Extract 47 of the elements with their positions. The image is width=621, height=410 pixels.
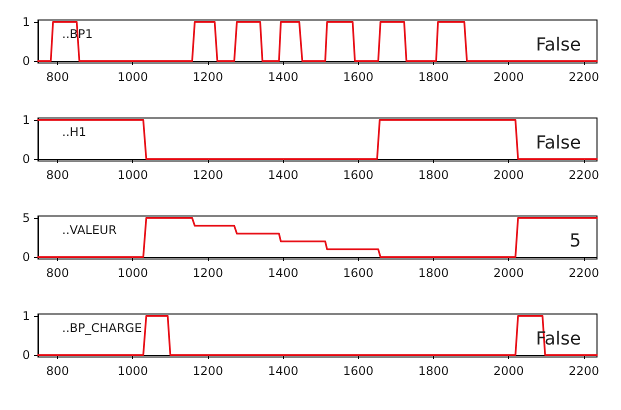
x-tick-label: 2200	[568, 70, 600, 84]
x-tick-label: 2000	[493, 364, 524, 378]
y-tick-label: 1	[22, 308, 30, 323]
x-tick-label: 1400	[268, 364, 298, 378]
y-tick-label: 0	[22, 152, 30, 166]
x-tick-label: 1400	[268, 266, 298, 280]
annotation: 5	[570, 230, 581, 252]
x-tick-label: 1000	[117, 266, 148, 280]
x-tick-label: 1800	[418, 70, 449, 84]
x-tick-label: 1400	[268, 70, 298, 84]
y-tick-label: 1	[22, 112, 30, 127]
y-tick-label: 1	[22, 14, 30, 29]
annotation: ..VALEUR	[62, 223, 117, 237]
x-tick-label: 800	[46, 364, 69, 378]
x-tick-label: 2200	[568, 168, 600, 182]
x-tick-label: 2000	[493, 168, 524, 182]
x-tick-label: 1200	[192, 168, 224, 182]
x-tick-label: 2200	[568, 266, 600, 280]
x-tick-label: 1000	[117, 364, 148, 378]
x-tick-label: 800	[46, 266, 69, 280]
x-tick-label: 1200	[192, 70, 224, 84]
y-tick-label: 0	[22, 54, 30, 68]
x-tick-label: 800	[46, 70, 69, 84]
x-tick-label: 1600	[343, 364, 374, 378]
annotation: False	[536, 132, 582, 154]
x-tick-label: 1800	[418, 364, 449, 378]
annotation: False	[536, 34, 582, 56]
x-tick-label: 1200	[192, 364, 224, 378]
x-tick-label: 1400	[268, 168, 298, 182]
x-tick-label: 2000	[493, 70, 524, 84]
y-tick-label: 5	[22, 210, 30, 225]
x-tick-label: 1200	[192, 266, 224, 280]
y-tick-label: 0	[22, 250, 30, 264]
x-tick-label: 2200	[568, 364, 600, 378]
x-tick-label: 2000	[493, 266, 524, 280]
line-series	[37, 217, 598, 258]
x-tick-label: 800	[46, 168, 69, 182]
x-tick-label: 1800	[418, 266, 449, 280]
x-tick-label: 1600	[343, 70, 374, 84]
x-tick-label: 1000	[117, 168, 148, 182]
y-tick-label: 0	[22, 348, 30, 362]
annotation: ..H1	[62, 125, 86, 139]
x-tick-label: 1800	[418, 168, 449, 182]
annotation: ..BP_CHARGE	[62, 321, 142, 335]
x-tick-label: 1000	[117, 70, 148, 84]
x-tick-label: 1600	[343, 266, 374, 280]
x-tick-label: 1600	[343, 168, 374, 182]
